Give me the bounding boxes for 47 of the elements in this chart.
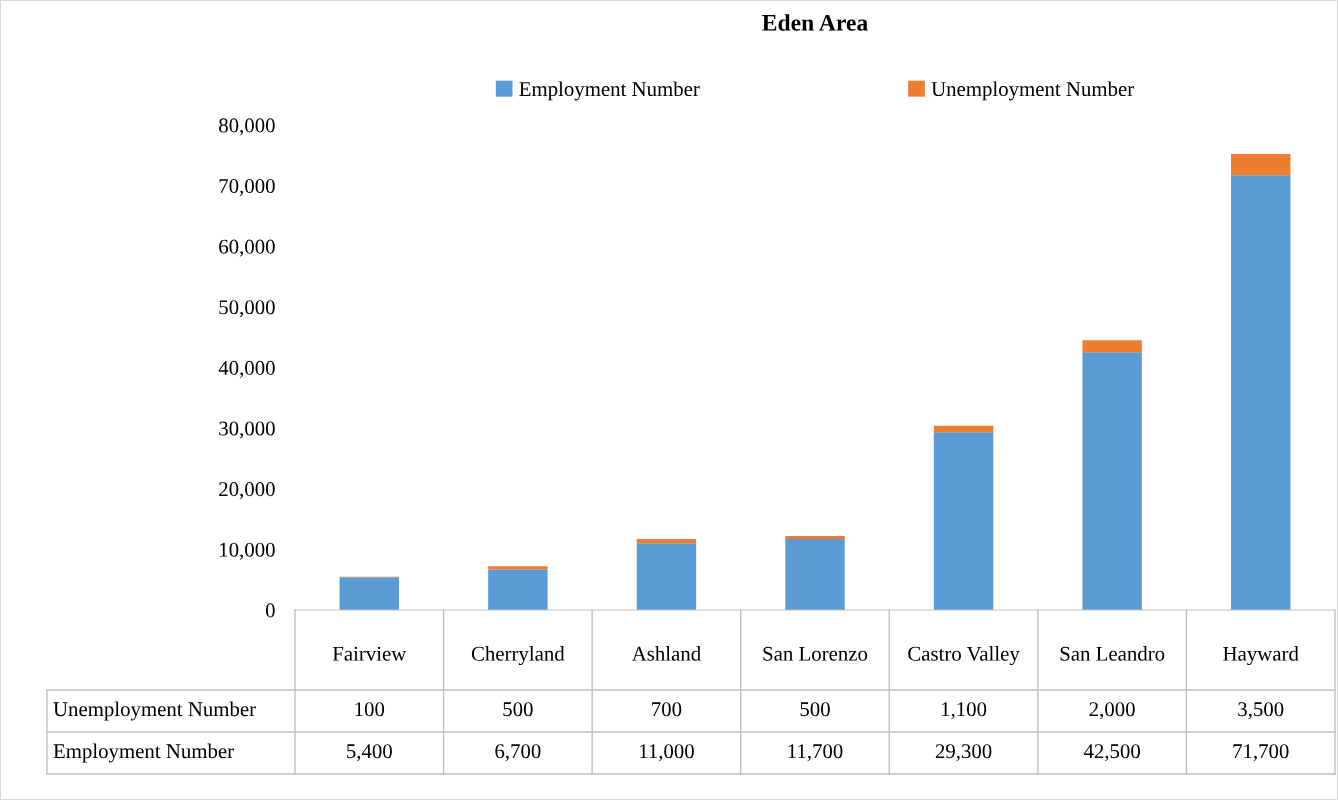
y-tick-label: 20,000 (219, 482, 275, 500)
y-tick-label: 70,000 (219, 179, 275, 197)
data-label: 2,000 (1089, 702, 1135, 720)
x-tick-label: Castro Valley (908, 646, 1020, 666)
bar (488, 569, 548, 610)
data-label: 700 (652, 702, 682, 717)
text: Unemployment Number (53, 701, 256, 721)
text: Employment Number (53, 743, 234, 763)
data-label: 11,700 (788, 744, 843, 762)
data-label: 100 (355, 702, 385, 717)
data-label: 11,000 (640, 744, 694, 762)
x-tick-label: San Lorenzo (763, 646, 868, 661)
bar (933, 432, 994, 610)
bar (1231, 175, 1291, 610)
bar (636, 539, 697, 544)
y-tick-label: 80,000 (219, 118, 275, 136)
legend-label: Employment Number (519, 81, 700, 101)
data-label: 71,700 (1233, 744, 1289, 762)
y-tick-label: 60,000 (219, 239, 275, 257)
y-tick-label: 10,000 (220, 542, 275, 560)
bar (1231, 154, 1291, 176)
y-tick-label: 40,000 (218, 360, 275, 378)
bar (785, 539, 845, 610)
legend-label: Unemployment Number (931, 81, 1134, 101)
x-tick-label: San Leandro (1060, 646, 1165, 661)
bar (1082, 340, 1142, 353)
x-tick-label: Hayward (1223, 646, 1299, 666)
data-label: 500 (503, 702, 533, 717)
y-tick-label: 50,000 (219, 300, 275, 318)
data-label: 3,500 (1238, 702, 1284, 720)
bar (488, 566, 548, 570)
bar (785, 536, 845, 540)
data-label: 500 (800, 702, 830, 717)
x-tick-label: Cherryland (471, 646, 565, 666)
data-label: 5,400 (347, 744, 392, 762)
bar (1082, 352, 1142, 610)
data-label: 6,700 (495, 744, 541, 762)
chart-title: Eden Area (762, 14, 868, 31)
x-tick-label: Ashland (631, 646, 701, 661)
bar (339, 577, 399, 610)
data-label: 1,100 (941, 702, 987, 720)
y-tick-label: 0 (265, 603, 275, 618)
y-tick-label: 30,000 (219, 421, 275, 439)
data-label: 42,500 (1083, 744, 1140, 762)
bar (636, 543, 697, 610)
data-label: 29,300 (935, 744, 992, 762)
x-tick-label: Fairview (332, 646, 407, 661)
